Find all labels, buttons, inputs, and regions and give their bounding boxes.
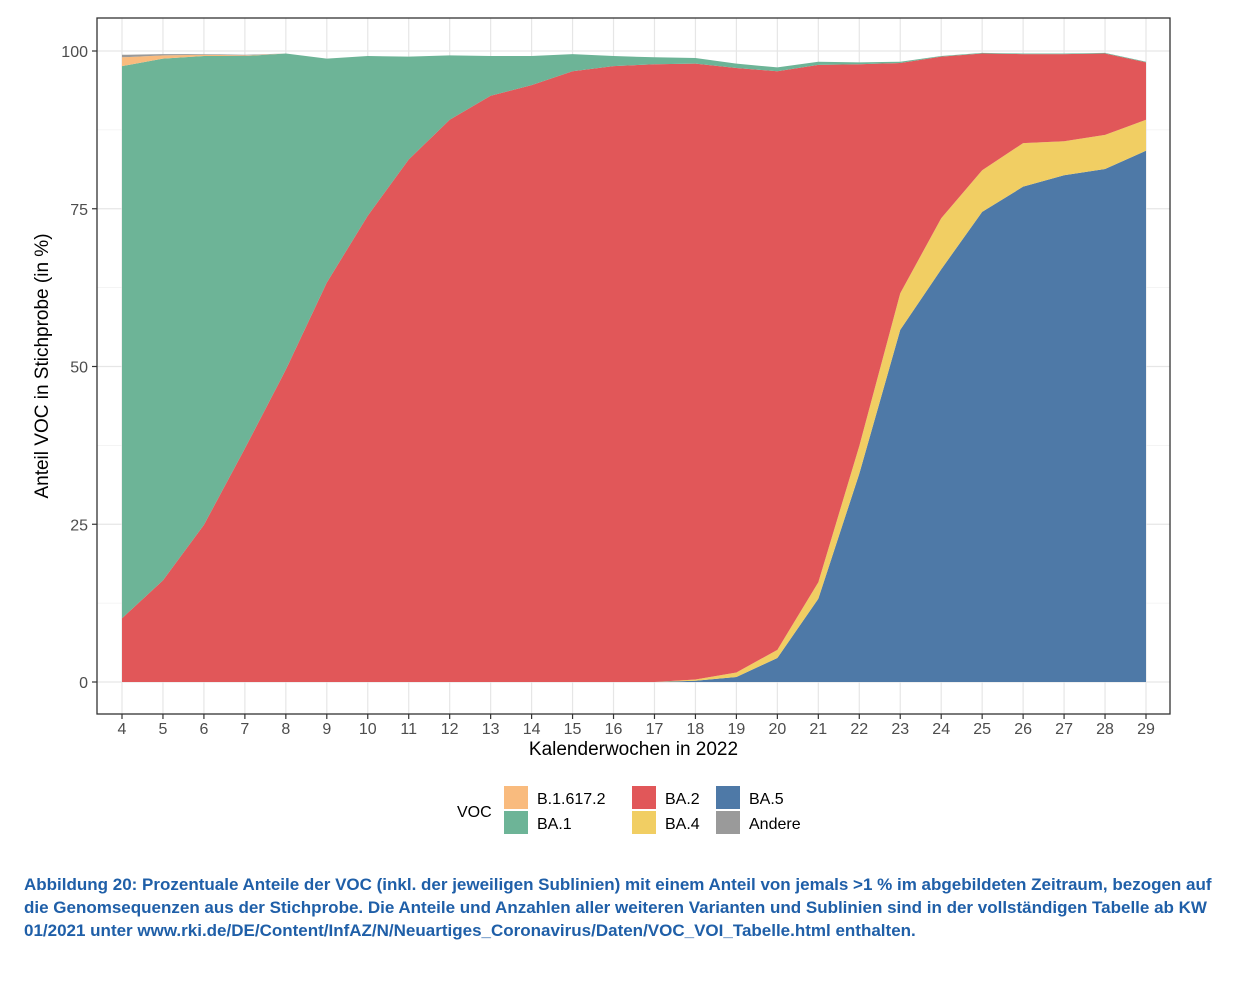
- x-tick-label: 13: [482, 721, 500, 738]
- x-tick-label: 28: [1096, 721, 1114, 738]
- x-tick-label: 16: [605, 721, 623, 738]
- y-tick-label: 25: [70, 517, 88, 534]
- x-tick-label: 23: [891, 721, 909, 738]
- y-tick-label: 50: [70, 360, 88, 377]
- area-ba-4: [122, 119, 1146, 682]
- legend-swatch: [716, 786, 740, 809]
- figure-caption: Abbildung 20: Prozentuale Anteile der VO…: [24, 875, 1212, 940]
- y-axis-ticks: 0 25 50 75 100: [61, 44, 97, 692]
- legend-swatch: [632, 786, 656, 809]
- legend-label: BA.4: [665, 816, 700, 833]
- legend-label: BA.1: [537, 816, 572, 833]
- legend-title: VOC: [457, 804, 492, 821]
- legend-label: B.1.617.2: [537, 791, 606, 808]
- x-tick-label: 10: [359, 721, 377, 738]
- x-tick-label: 18: [687, 721, 705, 738]
- area-ba-2: [122, 53, 1146, 682]
- y-axis-title: Anteil VOC in Stichprobe (in %): [32, 233, 53, 498]
- y-tick-label: 0: [79, 675, 88, 692]
- x-tick-label: 14: [523, 721, 541, 738]
- x-tick-label: 15: [564, 721, 582, 738]
- legend-label: BA.5: [749, 791, 784, 808]
- x-tick-label: 29: [1137, 721, 1155, 738]
- legend-label: Andere: [749, 816, 801, 833]
- x-tick-label: 8: [281, 721, 290, 738]
- area-ba-5: [122, 150, 1146, 682]
- y-tick-label: 75: [70, 202, 88, 219]
- x-tick-label: 21: [809, 721, 827, 738]
- legend-swatch: [504, 786, 528, 809]
- x-tick-label: 9: [322, 721, 331, 738]
- x-tick-label: 6: [199, 721, 208, 738]
- y-tick-label: 100: [61, 44, 88, 61]
- legend-swatch: [504, 811, 528, 834]
- x-tick-label: 12: [441, 721, 459, 738]
- stacked-areas: [122, 52, 1146, 682]
- x-tick-label: 20: [768, 721, 786, 738]
- voc-area-chart: 0 25 50 75 100 4 5 6 7 8 9 10 11 12 13 14 15 16 17 18 19 20 2…: [32, 17, 1171, 834]
- x-axis-ticks: 4 5 6 7 8 9 10 11 12 13 14 15 16 17 18 19 20 21 22 23 24 25 26…: [118, 714, 1155, 738]
- x-tick-label: 11: [400, 721, 417, 738]
- area-ba-1: [122, 52, 1146, 619]
- x-tick-label: 5: [159, 721, 168, 738]
- legend-label: BA.2: [665, 791, 700, 808]
- x-tick-label: 27: [1055, 721, 1073, 738]
- x-tick-label: 22: [850, 721, 868, 738]
- legend-swatch: [632, 811, 656, 834]
- x-tick-label: 19: [728, 721, 746, 738]
- x-tick-label: 17: [646, 721, 664, 738]
- x-tick-label: 4: [118, 721, 127, 738]
- legend-swatch: [716, 811, 740, 834]
- legend: VOC B.1.617.2 BA.1 BA.2 BA.4 BA.5 Andere: [457, 786, 801, 834]
- x-tick-label: 25: [973, 721, 991, 738]
- x-tick-label: 26: [1014, 721, 1032, 738]
- x-tick-label: 24: [932, 721, 950, 738]
- x-axis-title: Kalenderwochen in 2022: [529, 739, 738, 760]
- x-tick-label: 7: [240, 721, 249, 738]
